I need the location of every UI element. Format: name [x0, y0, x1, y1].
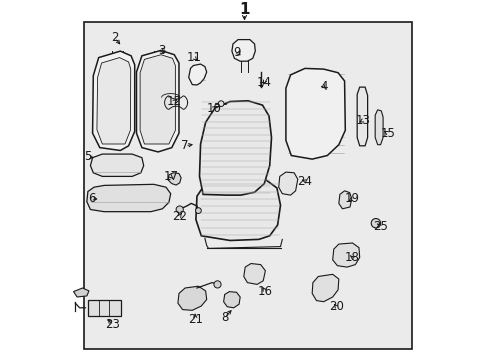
Text: 6: 6: [87, 192, 95, 204]
Text: 25: 25: [372, 220, 387, 233]
Polygon shape: [90, 154, 143, 176]
Polygon shape: [244, 264, 265, 284]
Polygon shape: [97, 58, 130, 144]
Text: 16: 16: [257, 285, 272, 298]
Text: 14: 14: [256, 76, 271, 89]
Polygon shape: [356, 87, 367, 146]
Polygon shape: [374, 110, 382, 145]
Polygon shape: [88, 300, 121, 316]
Polygon shape: [199, 101, 271, 195]
Circle shape: [195, 208, 201, 213]
Text: 13: 13: [355, 114, 370, 127]
Text: 3: 3: [158, 44, 165, 57]
Text: 17: 17: [163, 170, 178, 183]
Polygon shape: [311, 274, 338, 302]
Text: 8: 8: [221, 311, 228, 324]
Text: 15: 15: [380, 127, 394, 140]
Text: 5: 5: [84, 150, 91, 163]
Text: 12: 12: [166, 95, 182, 108]
Text: 24: 24: [297, 175, 312, 188]
Polygon shape: [278, 172, 297, 195]
Polygon shape: [196, 177, 280, 240]
Text: 7: 7: [181, 139, 188, 152]
Polygon shape: [188, 64, 206, 85]
Polygon shape: [92, 51, 134, 150]
Polygon shape: [231, 40, 255, 61]
Polygon shape: [285, 68, 345, 159]
Polygon shape: [332, 243, 359, 267]
Polygon shape: [168, 173, 181, 185]
Text: 21: 21: [187, 313, 202, 326]
Text: 4: 4: [319, 80, 327, 93]
Polygon shape: [178, 286, 206, 310]
Circle shape: [218, 101, 224, 107]
Text: 9: 9: [233, 46, 241, 59]
Polygon shape: [73, 288, 89, 297]
Circle shape: [176, 206, 183, 213]
Polygon shape: [223, 292, 240, 308]
Text: 10: 10: [206, 102, 221, 114]
Text: 18: 18: [345, 251, 359, 264]
Text: 19: 19: [345, 192, 359, 205]
Text: 22: 22: [172, 210, 187, 222]
Text: 1: 1: [239, 1, 249, 17]
Text: 2: 2: [111, 31, 119, 44]
Polygon shape: [136, 50, 179, 152]
Text: 23: 23: [105, 318, 120, 331]
Text: 20: 20: [328, 300, 343, 313]
Circle shape: [370, 219, 380, 228]
Polygon shape: [140, 55, 175, 144]
Text: 11: 11: [186, 51, 201, 64]
Polygon shape: [338, 191, 351, 209]
Circle shape: [213, 281, 221, 288]
Polygon shape: [87, 184, 170, 212]
